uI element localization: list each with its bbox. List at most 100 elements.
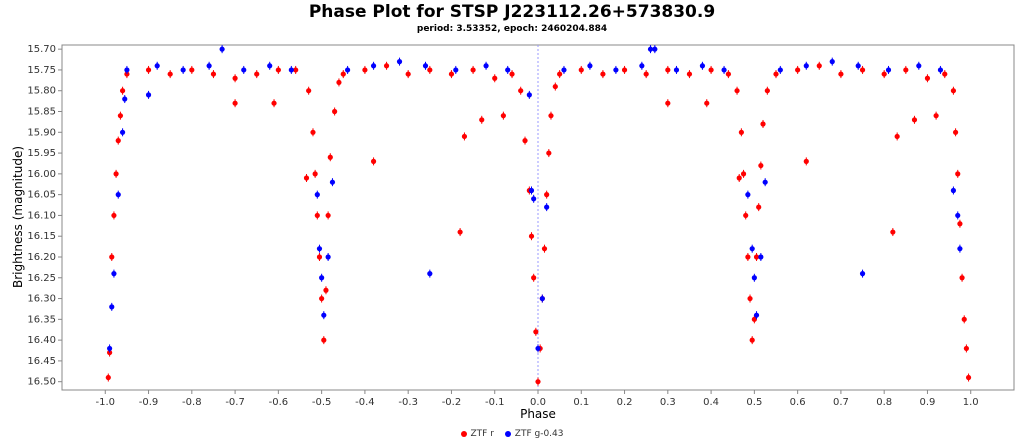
series-layer [105, 45, 972, 386]
legend: ZTF r ZTF g-0.43 [0, 429, 1024, 440]
data-point [325, 212, 331, 219]
data-point [219, 46, 225, 52]
data-point [743, 212, 749, 219]
data-point [483, 63, 489, 69]
data-point [855, 63, 861, 69]
data-point [535, 345, 541, 352]
x-tick-label: 0.5 [746, 397, 762, 408]
data-point [885, 67, 892, 73]
x-tick-label: 0.8 [876, 397, 892, 408]
data-point [115, 138, 121, 144]
data-point [241, 67, 247, 73]
data-point [180, 67, 186, 73]
x-tick-label: -0.6 [269, 397, 289, 408]
data-point [816, 63, 822, 69]
data-point [189, 67, 195, 73]
data-point [310, 129, 316, 135]
y-tick-label: 16.50 [27, 377, 56, 388]
data-point [548, 113, 554, 119]
data-point [107, 349, 113, 356]
data-point [753, 312, 760, 318]
x-tick-label: -0.3 [398, 397, 418, 408]
data-point [316, 246, 323, 252]
data-point [325, 254, 331, 260]
data-point [639, 63, 645, 69]
data-point [734, 88, 740, 94]
data-point [509, 71, 515, 77]
data-point [105, 374, 111, 381]
data-point [937, 67, 944, 73]
x-tick-label: 0.4 [703, 397, 719, 408]
data-point [422, 63, 429, 69]
data-point [522, 138, 528, 144]
x-tick-label: -0.1 [485, 397, 505, 408]
data-point [288, 67, 294, 73]
data-point [396, 59, 403, 65]
data-point [777, 67, 783, 73]
data-point [526, 92, 532, 98]
data-point [762, 179, 768, 185]
y-tick-label: 16.00 [27, 169, 56, 180]
data-point [500, 113, 506, 119]
legend-item-ztf-r[interactable]: ZTF r [460, 429, 494, 439]
data-point [340, 71, 346, 77]
data-point [758, 162, 764, 169]
legend-label: ZTF r [470, 429, 494, 439]
data-point [758, 254, 764, 260]
data-point [327, 154, 333, 160]
y-tick-label: 15.85 [27, 107, 56, 118]
data-point [751, 275, 757, 281]
data-point [533, 329, 539, 335]
data-point [747, 295, 753, 302]
data-point [721, 67, 727, 73]
data-point [232, 100, 238, 106]
data-point [492, 75, 498, 81]
data-point [957, 221, 963, 227]
data-point [952, 129, 959, 135]
data-point [751, 316, 757, 322]
data-point [665, 100, 671, 106]
legend-swatch-red [460, 431, 467, 437]
data-point [323, 287, 329, 293]
data-point [316, 254, 323, 260]
data-point [963, 345, 970, 352]
y-tick-label: 16.15 [27, 231, 56, 242]
data-point [539, 295, 545, 302]
data-point [557, 71, 563, 77]
data-point [587, 63, 593, 69]
legend-item-ztf-g[interactable]: ZTF g-0.43 [504, 429, 564, 439]
data-point [124, 67, 130, 73]
data-point [699, 63, 706, 69]
x-tick-label: -0.9 [139, 397, 159, 408]
data-point [115, 192, 121, 198]
data-point [306, 88, 312, 94]
x-tick-label: 1.0 [963, 397, 979, 408]
data-point [332, 108, 338, 115]
data-point [362, 67, 368, 73]
data-point [312, 171, 318, 177]
x-tick-label: -0.2 [442, 397, 462, 408]
legend-label: ZTF g-0.43 [514, 429, 564, 439]
data-point [838, 71, 844, 77]
data-point [578, 67, 584, 73]
data-point [321, 337, 327, 343]
data-point [933, 113, 939, 119]
data-point [665, 67, 671, 73]
data-point [479, 117, 485, 123]
data-point [345, 67, 351, 73]
data-point [254, 71, 260, 77]
data-point [107, 345, 113, 352]
data-point [773, 71, 779, 77]
data-point [111, 271, 117, 277]
data-point [613, 67, 619, 73]
y-tick-label: 15.95 [27, 148, 56, 159]
data-point [531, 196, 537, 202]
data-point [119, 129, 126, 135]
data-point [881, 71, 887, 77]
data-point [544, 192, 550, 198]
series-1 [107, 45, 963, 353]
data-point [232, 75, 238, 81]
data-point [725, 71, 732, 77]
data-point [427, 271, 433, 277]
data-point [890, 229, 896, 235]
